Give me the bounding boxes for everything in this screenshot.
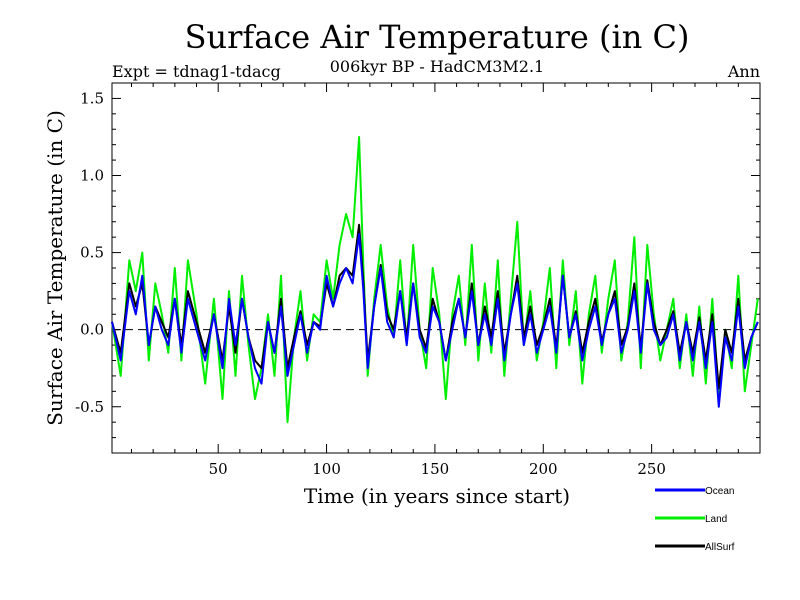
legend-ocean-label: Ocean bbox=[705, 486, 734, 497]
axis-tick-labels: 50 100 150 200 250 -0.5 0.0 0.5 1.0 1.5 bbox=[75, 89, 666, 478]
x-tick-label: 150 bbox=[421, 460, 450, 478]
series-line-ocean bbox=[111, 233, 759, 408]
chart-subtitle: 006kyr BP - HadCM3M2.1 bbox=[330, 57, 544, 76]
series-lines bbox=[111, 136, 759, 424]
series-line-land bbox=[111, 136, 759, 424]
x-tick-label: 50 bbox=[209, 460, 228, 478]
y-tick-label: 0.0 bbox=[80, 321, 104, 339]
legend: Ocean Land AllSurf bbox=[655, 486, 735, 553]
series-line-allsurf bbox=[111, 223, 759, 390]
experiment-label: Expt = tdnag1-tdacg bbox=[112, 62, 281, 81]
axis-ticks bbox=[112, 83, 760, 453]
y-axis-label: Surface Air Temperature (in C) bbox=[43, 110, 67, 426]
legend-land-label: Land bbox=[705, 514, 727, 525]
y-tick-label: 1.0 bbox=[80, 167, 104, 185]
y-tick-label: 0.5 bbox=[80, 244, 104, 262]
x-axis-label: Time (in years since start) bbox=[304, 484, 570, 508]
x-tick-label: 100 bbox=[312, 460, 341, 478]
x-tick-label: 200 bbox=[529, 460, 558, 478]
season-label: Ann bbox=[727, 62, 760, 81]
y-tick-label: 1.5 bbox=[80, 89, 104, 107]
legend-allsurf-label: AllSurf bbox=[705, 542, 735, 553]
y-tick-label: -0.5 bbox=[75, 398, 104, 416]
x-tick-label: 250 bbox=[637, 460, 666, 478]
plot-frame bbox=[111, 82, 761, 454]
chart-title: Surface Air Temperature (in C) bbox=[185, 18, 690, 56]
